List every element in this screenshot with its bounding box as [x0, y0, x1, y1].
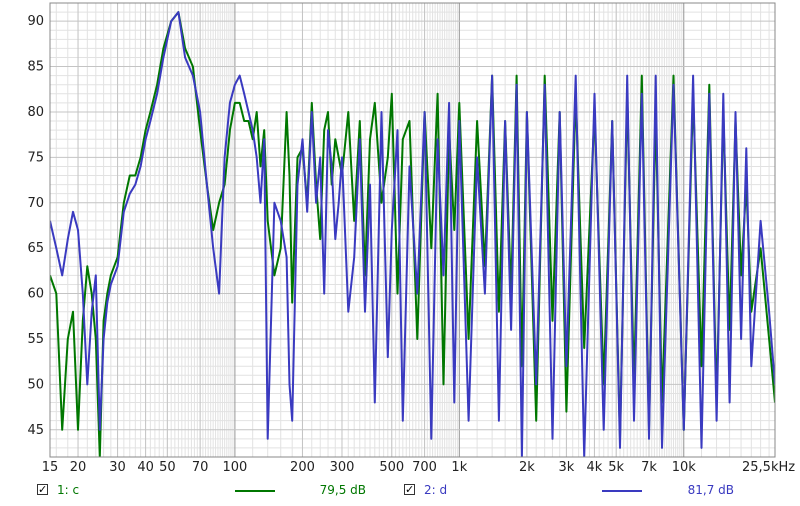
x-tick-label: 2k: [519, 460, 535, 475]
x-tick-label: 50: [159, 460, 176, 475]
legend: ✓ 1: c 79,5 dB ✓ 2: d 81,7 dB: [0, 480, 800, 502]
series-1-level: 79,5 dB: [319, 483, 366, 497]
y-tick-label: 65: [27, 241, 44, 256]
x-tick-label: 200: [290, 460, 315, 475]
y-tick-label: 70: [27, 196, 44, 211]
x-tick-label: 4k: [587, 460, 603, 475]
y-tick-label: 80: [27, 105, 44, 120]
series-1-checkbox[interactable]: ✓: [37, 483, 48, 496]
x-tick-label: 100: [222, 460, 247, 475]
y-tick-label: 50: [27, 377, 44, 392]
y-tick-label: 90: [27, 14, 44, 29]
series-2-checkbox[interactable]: ✓: [404, 483, 415, 496]
series-layer: [50, 11, 775, 457]
x-tick-label: 3k: [559, 460, 575, 475]
y-tick-label: 85: [27, 60, 44, 75]
x-tick-label: 40: [137, 460, 154, 475]
series-1-label: 1: c: [57, 483, 80, 497]
y-axis-labels: 45 50 55 60 65 70 75 80 85 90: [27, 14, 44, 438]
series-2-level: 81,7 dB: [687, 483, 734, 497]
series-2-label: 2: d: [424, 483, 448, 497]
x-tick-label: 5k: [608, 460, 624, 475]
y-tick-label: 45: [27, 423, 44, 438]
x-tick-label: 700: [412, 460, 437, 475]
major-grid: [49, 3, 776, 457]
x-tick-label: 1k: [451, 460, 467, 475]
series-1-swatch: [235, 490, 275, 492]
x-tick-label: 20: [70, 460, 87, 475]
series-2-line: [50, 11, 775, 457]
x-tick-label: 70: [192, 460, 209, 475]
x-tick-label: 30: [109, 460, 126, 475]
x-tick-label: 300: [330, 460, 355, 475]
y-tick-label: 75: [27, 150, 44, 165]
plot-frame: [49, 2, 776, 458]
x-tick-label: 10k: [672, 460, 697, 475]
series-2-swatch: [602, 490, 642, 492]
x-axis-labels: 15 20 30 40 50 70 100 200 300 500 700 1k 2k 3k 4k 5k 7k 1…: [42, 460, 796, 475]
x-tick-label: 15: [42, 460, 59, 475]
x-tick-label: 25,5kHz: [742, 460, 795, 475]
y-tick-label: 60: [27, 287, 44, 302]
x-tick-label: 500: [379, 460, 404, 475]
y-tick-label: 55: [27, 332, 44, 347]
x-tick-label: 7k: [641, 460, 657, 475]
